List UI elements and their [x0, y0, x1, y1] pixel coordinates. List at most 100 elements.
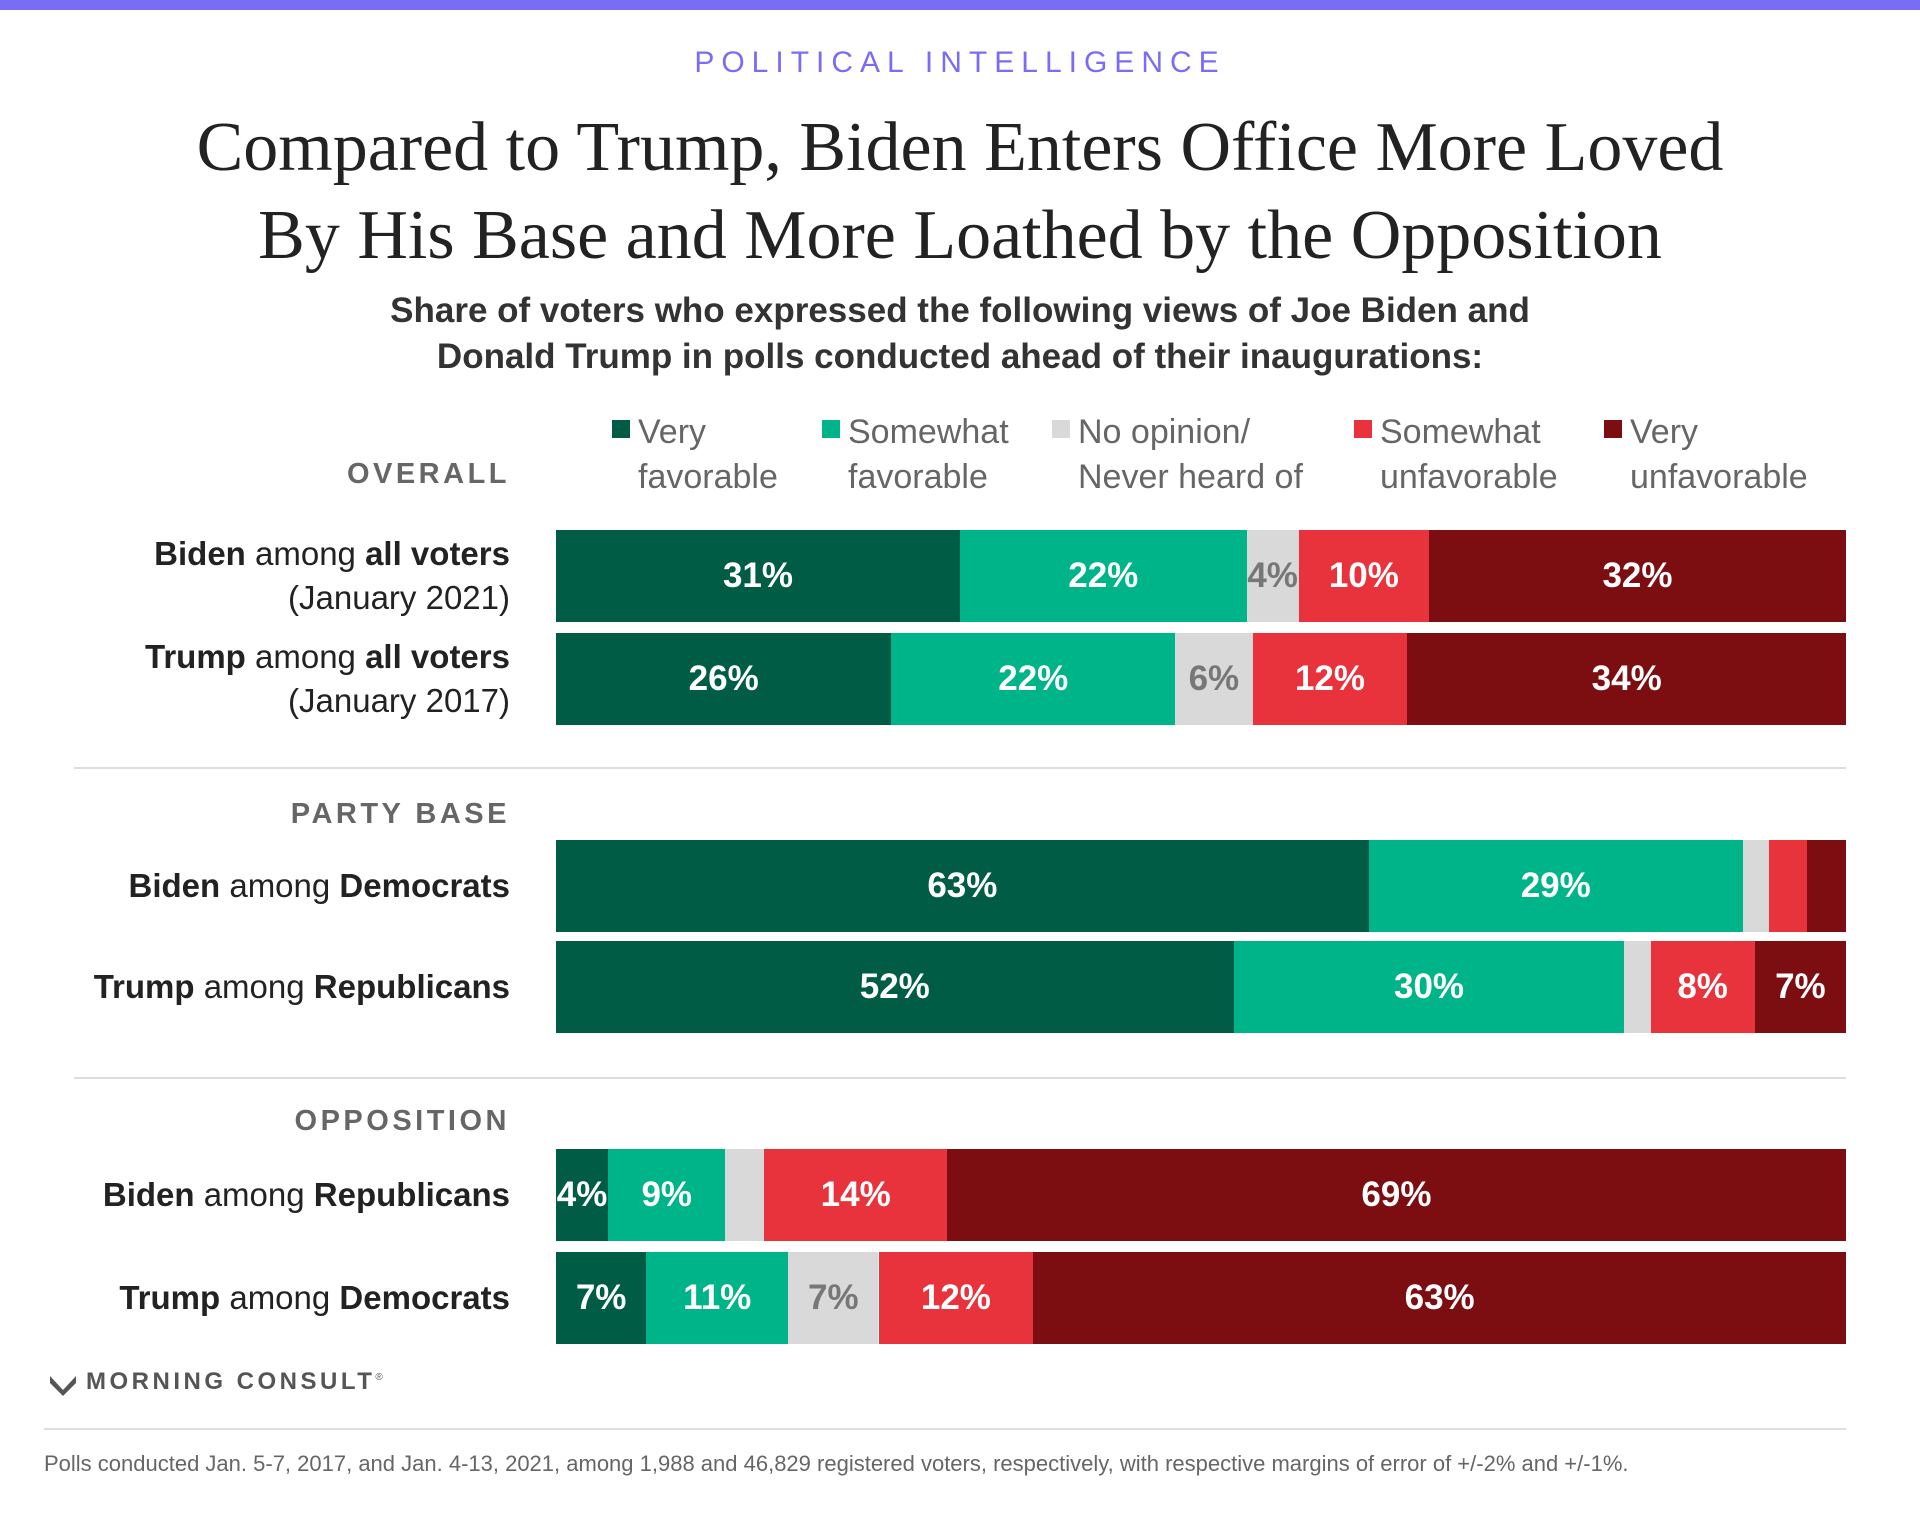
legend-label: Somewhat unfavorable — [1380, 410, 1558, 500]
legend-label-line: unfavorable — [1630, 458, 1808, 496]
legend-swatch — [612, 420, 630, 438]
data-label: 12% — [1294, 659, 1366, 698]
row-subject: Biden — [128, 867, 221, 904]
data-label: 22% — [998, 659, 1069, 698]
kicker: POLITICAL INTELLIGENCE — [694, 46, 1226, 79]
section-divider — [74, 767, 1846, 769]
section-divider — [74, 1077, 1846, 1079]
row-label: Trump among Republicans — [20, 965, 510, 1009]
legend-label-line: unfavorable — [1380, 458, 1558, 496]
subtitle-line-1: Share of voters who expressed the follow… — [390, 291, 1530, 330]
row-label-line: Biden among all voters — [20, 532, 510, 576]
row-subject: Biden — [102, 1176, 195, 1213]
row-subject: Biden — [154, 535, 246, 572]
data-label: 69% — [1361, 1175, 1432, 1214]
row-label-line: Biden among Democrats — [20, 864, 511, 908]
bar-row: 26% 22% 6% 12% 34% — [556, 633, 1846, 725]
row-connector: among — [220, 1279, 340, 1316]
chart-subtitle: Share of voters who expressed the follow… — [160, 288, 1760, 380]
data-label: 10% — [1328, 556, 1399, 595]
bar-segment: 14% — [764, 1149, 947, 1241]
data-label: 7% — [575, 1278, 627, 1317]
chart-title: Compared to Trump, Biden Enters Office M… — [60, 104, 1860, 280]
bar-segment: 26% — [556, 633, 892, 725]
data-label: 63% — [927, 866, 998, 905]
row-group: all voters — [365, 638, 510, 675]
subtitle-line-2: Donald Trump in polls conducted ahead of… — [436, 337, 1484, 376]
bar-segment: 12% — [1252, 633, 1408, 725]
registered-mark: ® — [375, 1372, 383, 1383]
row-subject: Trump — [144, 638, 246, 675]
row-group: Republicans — [313, 968, 510, 1005]
bar-segment: 4% — [1246, 530, 1299, 622]
row-group: Democrats — [339, 867, 510, 904]
data-label: 11% — [683, 1278, 752, 1317]
row-group: all voters — [365, 535, 510, 572]
legend-label-line: favorable — [848, 458, 988, 496]
data-label: 7% — [808, 1278, 859, 1317]
row-label: Trump among Democrats — [20, 1276, 510, 1320]
legend-label: Somewhat favorable — [848, 410, 1009, 500]
row-group: Republicans — [313, 1176, 510, 1213]
data-label: 8% — [1677, 967, 1728, 1006]
legend-swatch — [1354, 420, 1372, 438]
data-label: 31% — [722, 556, 793, 595]
bar-segment: 31% — [556, 530, 960, 622]
row-label: Biden among Republicans — [20, 1173, 510, 1217]
brand-name-text: MORNING CONSULT — [86, 1368, 376, 1395]
bar-segment: 9% — [608, 1149, 726, 1241]
row-label: Trump among all voters (January 2017) — [20, 635, 510, 723]
legend-label-line: No opinion/ — [1078, 413, 1251, 451]
data-label: 29% — [1520, 866, 1591, 905]
bar-row: 7% 11% 7% 12% 63% — [556, 1252, 1846, 1344]
data-label: 22% — [1068, 556, 1139, 595]
bar-segment — [1807, 840, 1846, 932]
title-line-2: By His Base and More Loathed by the Oppo… — [258, 197, 1662, 274]
row-connector: among — [194, 1176, 314, 1213]
bar-segment: 29% — [1368, 840, 1743, 932]
bar-segment: 7% — [788, 1252, 879, 1344]
row-label-line: Trump among Republicans — [20, 965, 510, 1009]
row-date: (January 2017) — [288, 682, 510, 719]
bar-segment: 63% — [556, 840, 1369, 932]
row-label-line: Trump among Democrats — [20, 1276, 510, 1320]
bar-segment: 7% — [556, 1252, 647, 1344]
bar-segment: 52% — [556, 941, 1234, 1033]
bar-segment: 63% — [1033, 1252, 1846, 1344]
legend-label-line: favorable — [638, 458, 778, 496]
data-label: 7% — [1775, 967, 1826, 1006]
data-label: 30% — [1393, 967, 1465, 1006]
top-accent-bar — [0, 0, 1920, 10]
legend-label-line: Very — [638, 413, 707, 451]
bar-segment: 30% — [1233, 941, 1625, 1033]
bar-segment: 6% — [1175, 633, 1253, 725]
section-label: OPPOSITION — [294, 1105, 510, 1137]
legend-label: No opinion/Never heard of — [1078, 410, 1303, 500]
footer-divider — [44, 1428, 1846, 1430]
bar-segment — [1742, 840, 1769, 932]
brand-name: MORNING CONSULT® — [86, 1368, 383, 1396]
row-label: Biden among Democrats — [20, 864, 511, 908]
data-label: 9% — [641, 1175, 693, 1214]
data-label: 4% — [1247, 556, 1298, 595]
bar-row: 52% 30% 8% 7% — [556, 941, 1846, 1033]
row-subject: Trump — [119, 1279, 221, 1316]
bar-segment: 7% — [1754, 941, 1846, 1033]
row-connector: among — [245, 638, 366, 675]
legend-label-line: Never heard of — [1078, 458, 1303, 496]
bar-segment — [1768, 840, 1808, 932]
data-label: 4% — [556, 1175, 608, 1214]
footnote: Polls conducted Jan. 5-7, 2017, and Jan.… — [44, 1451, 1629, 1476]
bar-segment — [1624, 941, 1651, 1033]
bar-segment: 22% — [891, 633, 1176, 725]
data-label: 32% — [1602, 556, 1673, 595]
legend-swatch — [822, 420, 840, 438]
bar-segment — [725, 1149, 765, 1241]
section-label: OVERALL — [346, 458, 510, 490]
legend-label: Very unfavorable — [1630, 410, 1808, 500]
bar-row: 31% 22% 4% 10% 32% — [556, 530, 1846, 622]
bar-row: 4% 9% 14% 69% — [556, 1149, 1846, 1241]
data-label: 52% — [859, 967, 930, 1006]
bar-segment: 22% — [959, 530, 1247, 622]
bar-segment: 4% — [556, 1149, 609, 1241]
